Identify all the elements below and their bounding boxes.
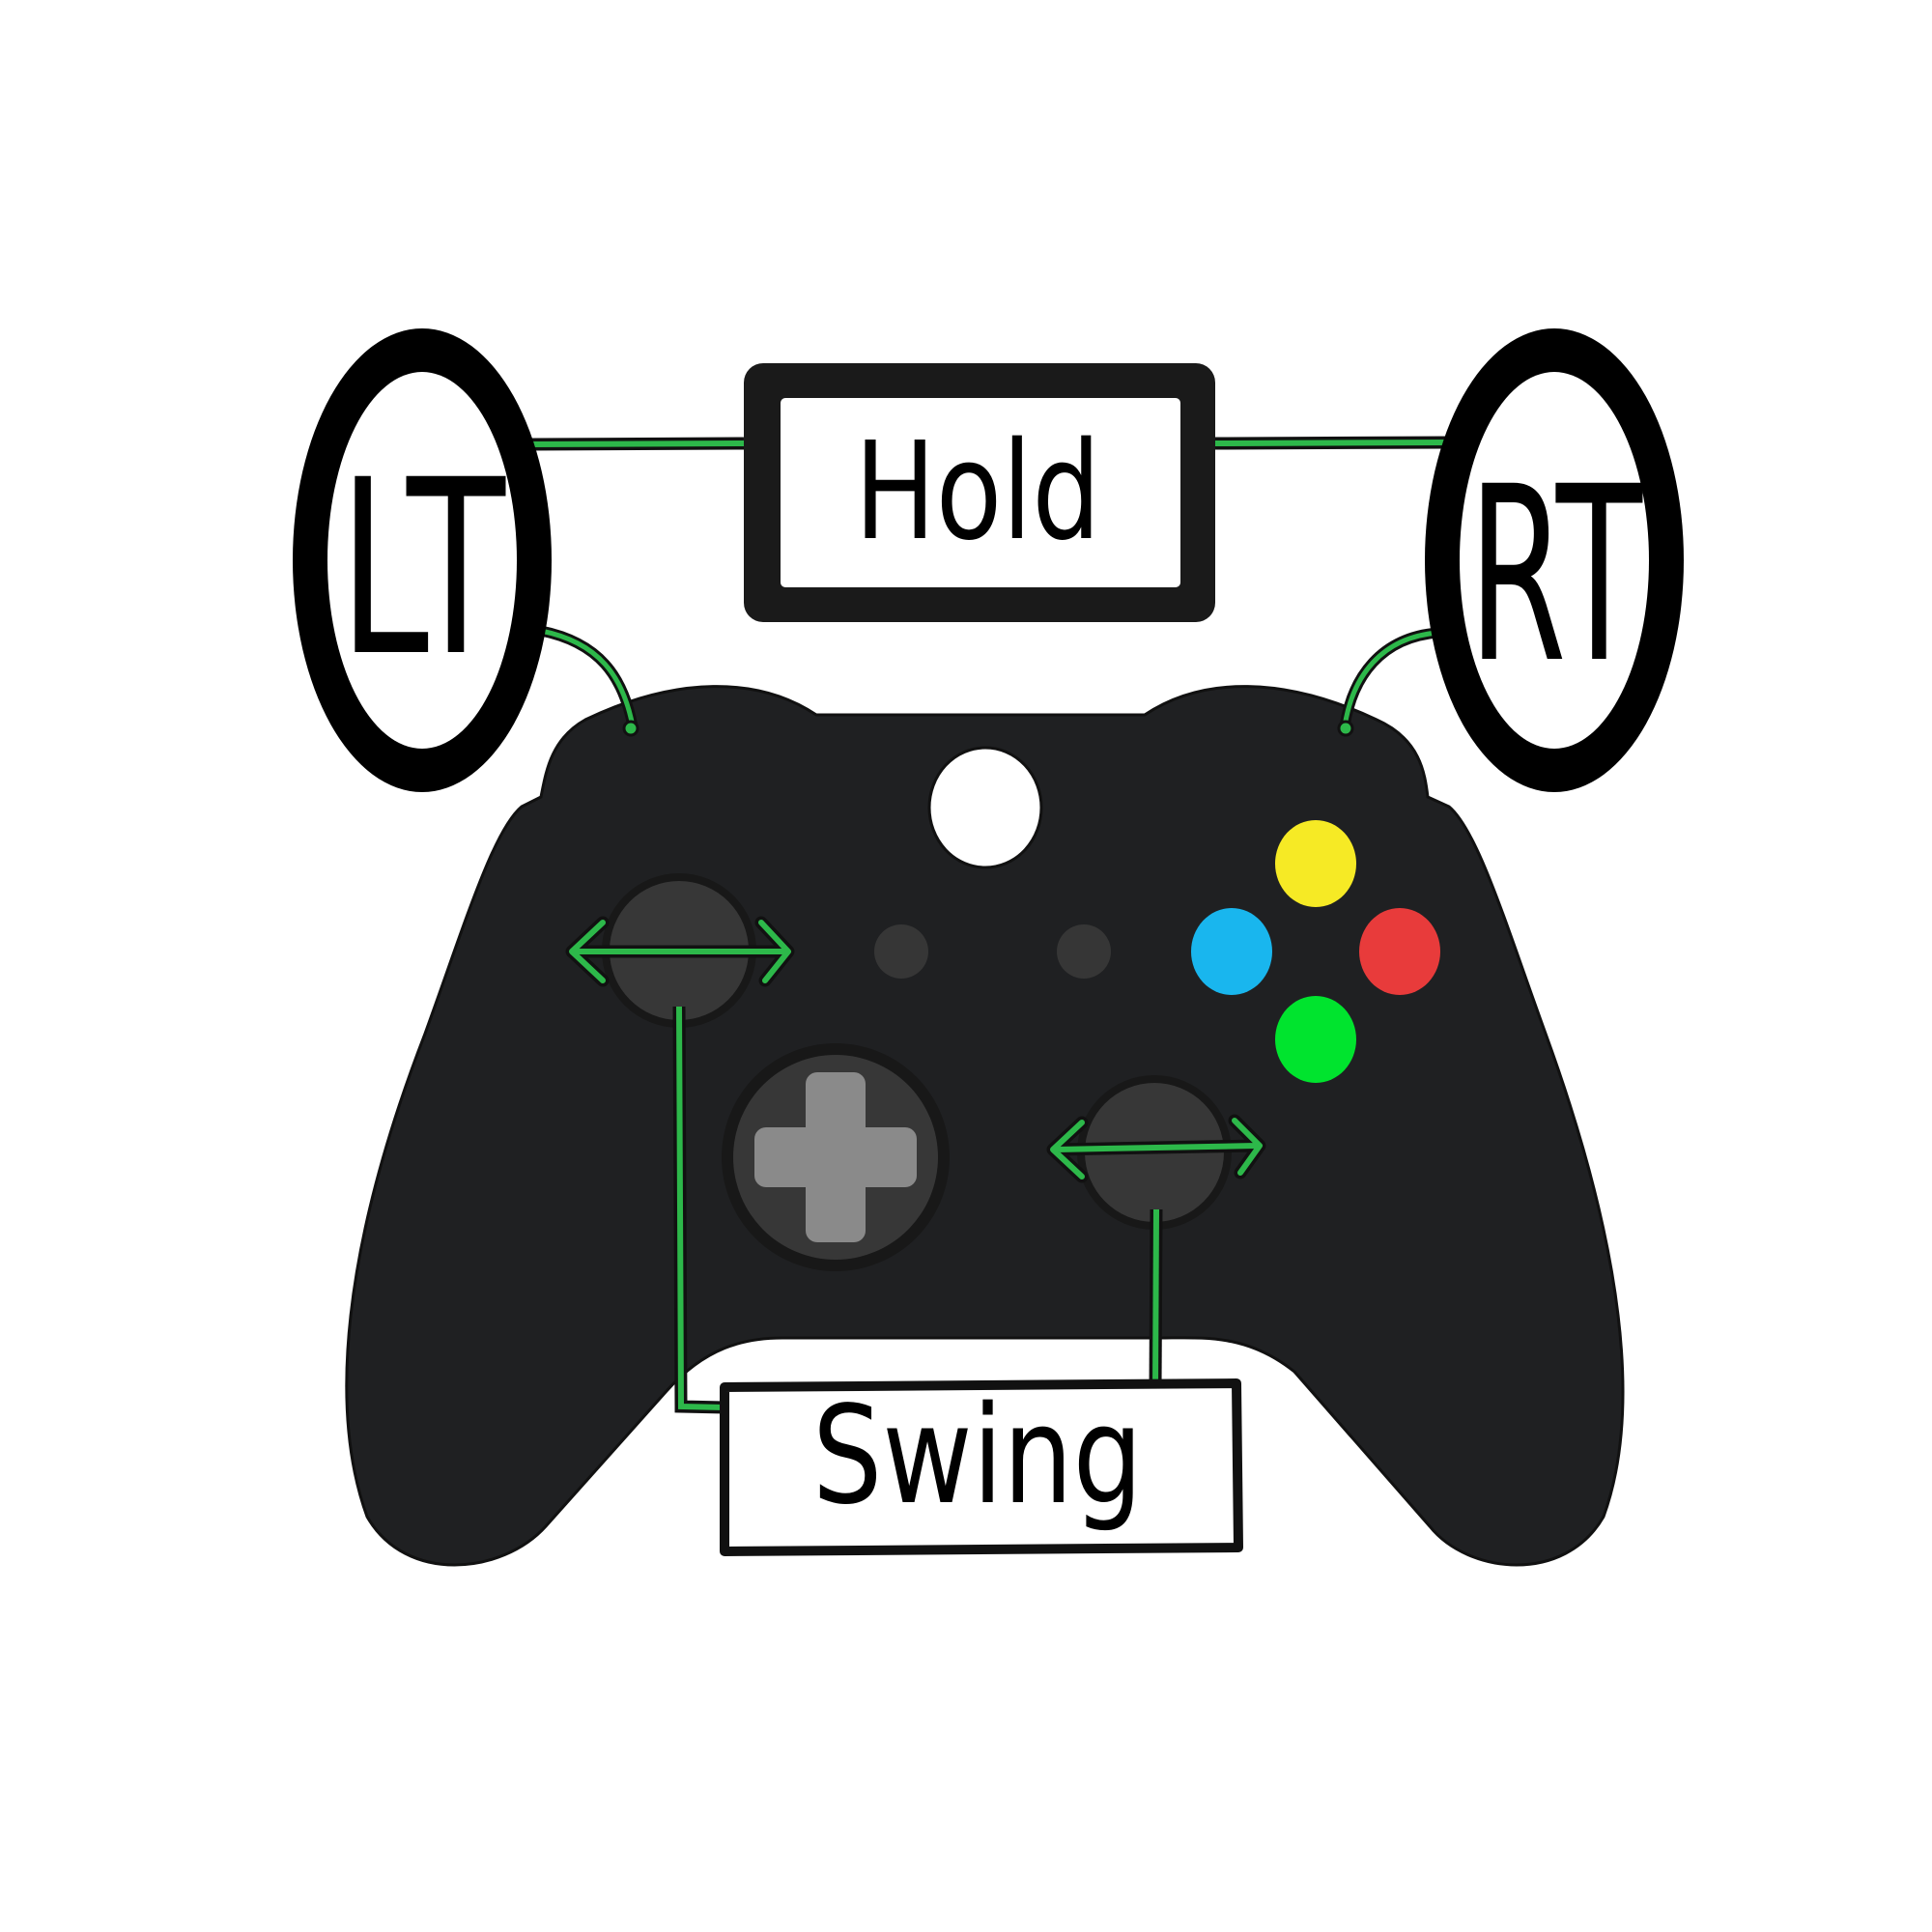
- face-button-right[interactable]: [1359, 908, 1440, 995]
- menu-button[interactable]: [1057, 924, 1111, 979]
- hold-label: Hold: [855, 413, 1101, 571]
- trigger-connectors: [535, 625, 1443, 737]
- left-stick-arrows-icon: [565, 916, 795, 987]
- hold-connectors: [530, 436, 1450, 451]
- hold-box: Hold: [744, 363, 1215, 622]
- guide-button[interactable]: [927, 746, 1043, 869]
- dpad-icon[interactable]: [722, 1043, 950, 1271]
- face-button-bottom[interactable]: [1275, 996, 1356, 1083]
- left-trigger-label: LT: [339, 428, 506, 709]
- right-trigger-label: RT: [1468, 435, 1643, 716]
- swing-label: Swing: [812, 1378, 1143, 1535]
- swing-connectors: [672, 1006, 1163, 1414]
- swing-box: Swing: [720, 1378, 1243, 1556]
- face-button-left[interactable]: [1191, 908, 1272, 995]
- view-button[interactable]: [874, 924, 928, 979]
- right-trigger[interactable]: RT: [1425, 328, 1684, 792]
- left-trigger[interactable]: LT: [293, 328, 552, 792]
- face-button-top[interactable]: [1275, 820, 1356, 907]
- right-stick-arrows-icon: [1046, 1114, 1266, 1183]
